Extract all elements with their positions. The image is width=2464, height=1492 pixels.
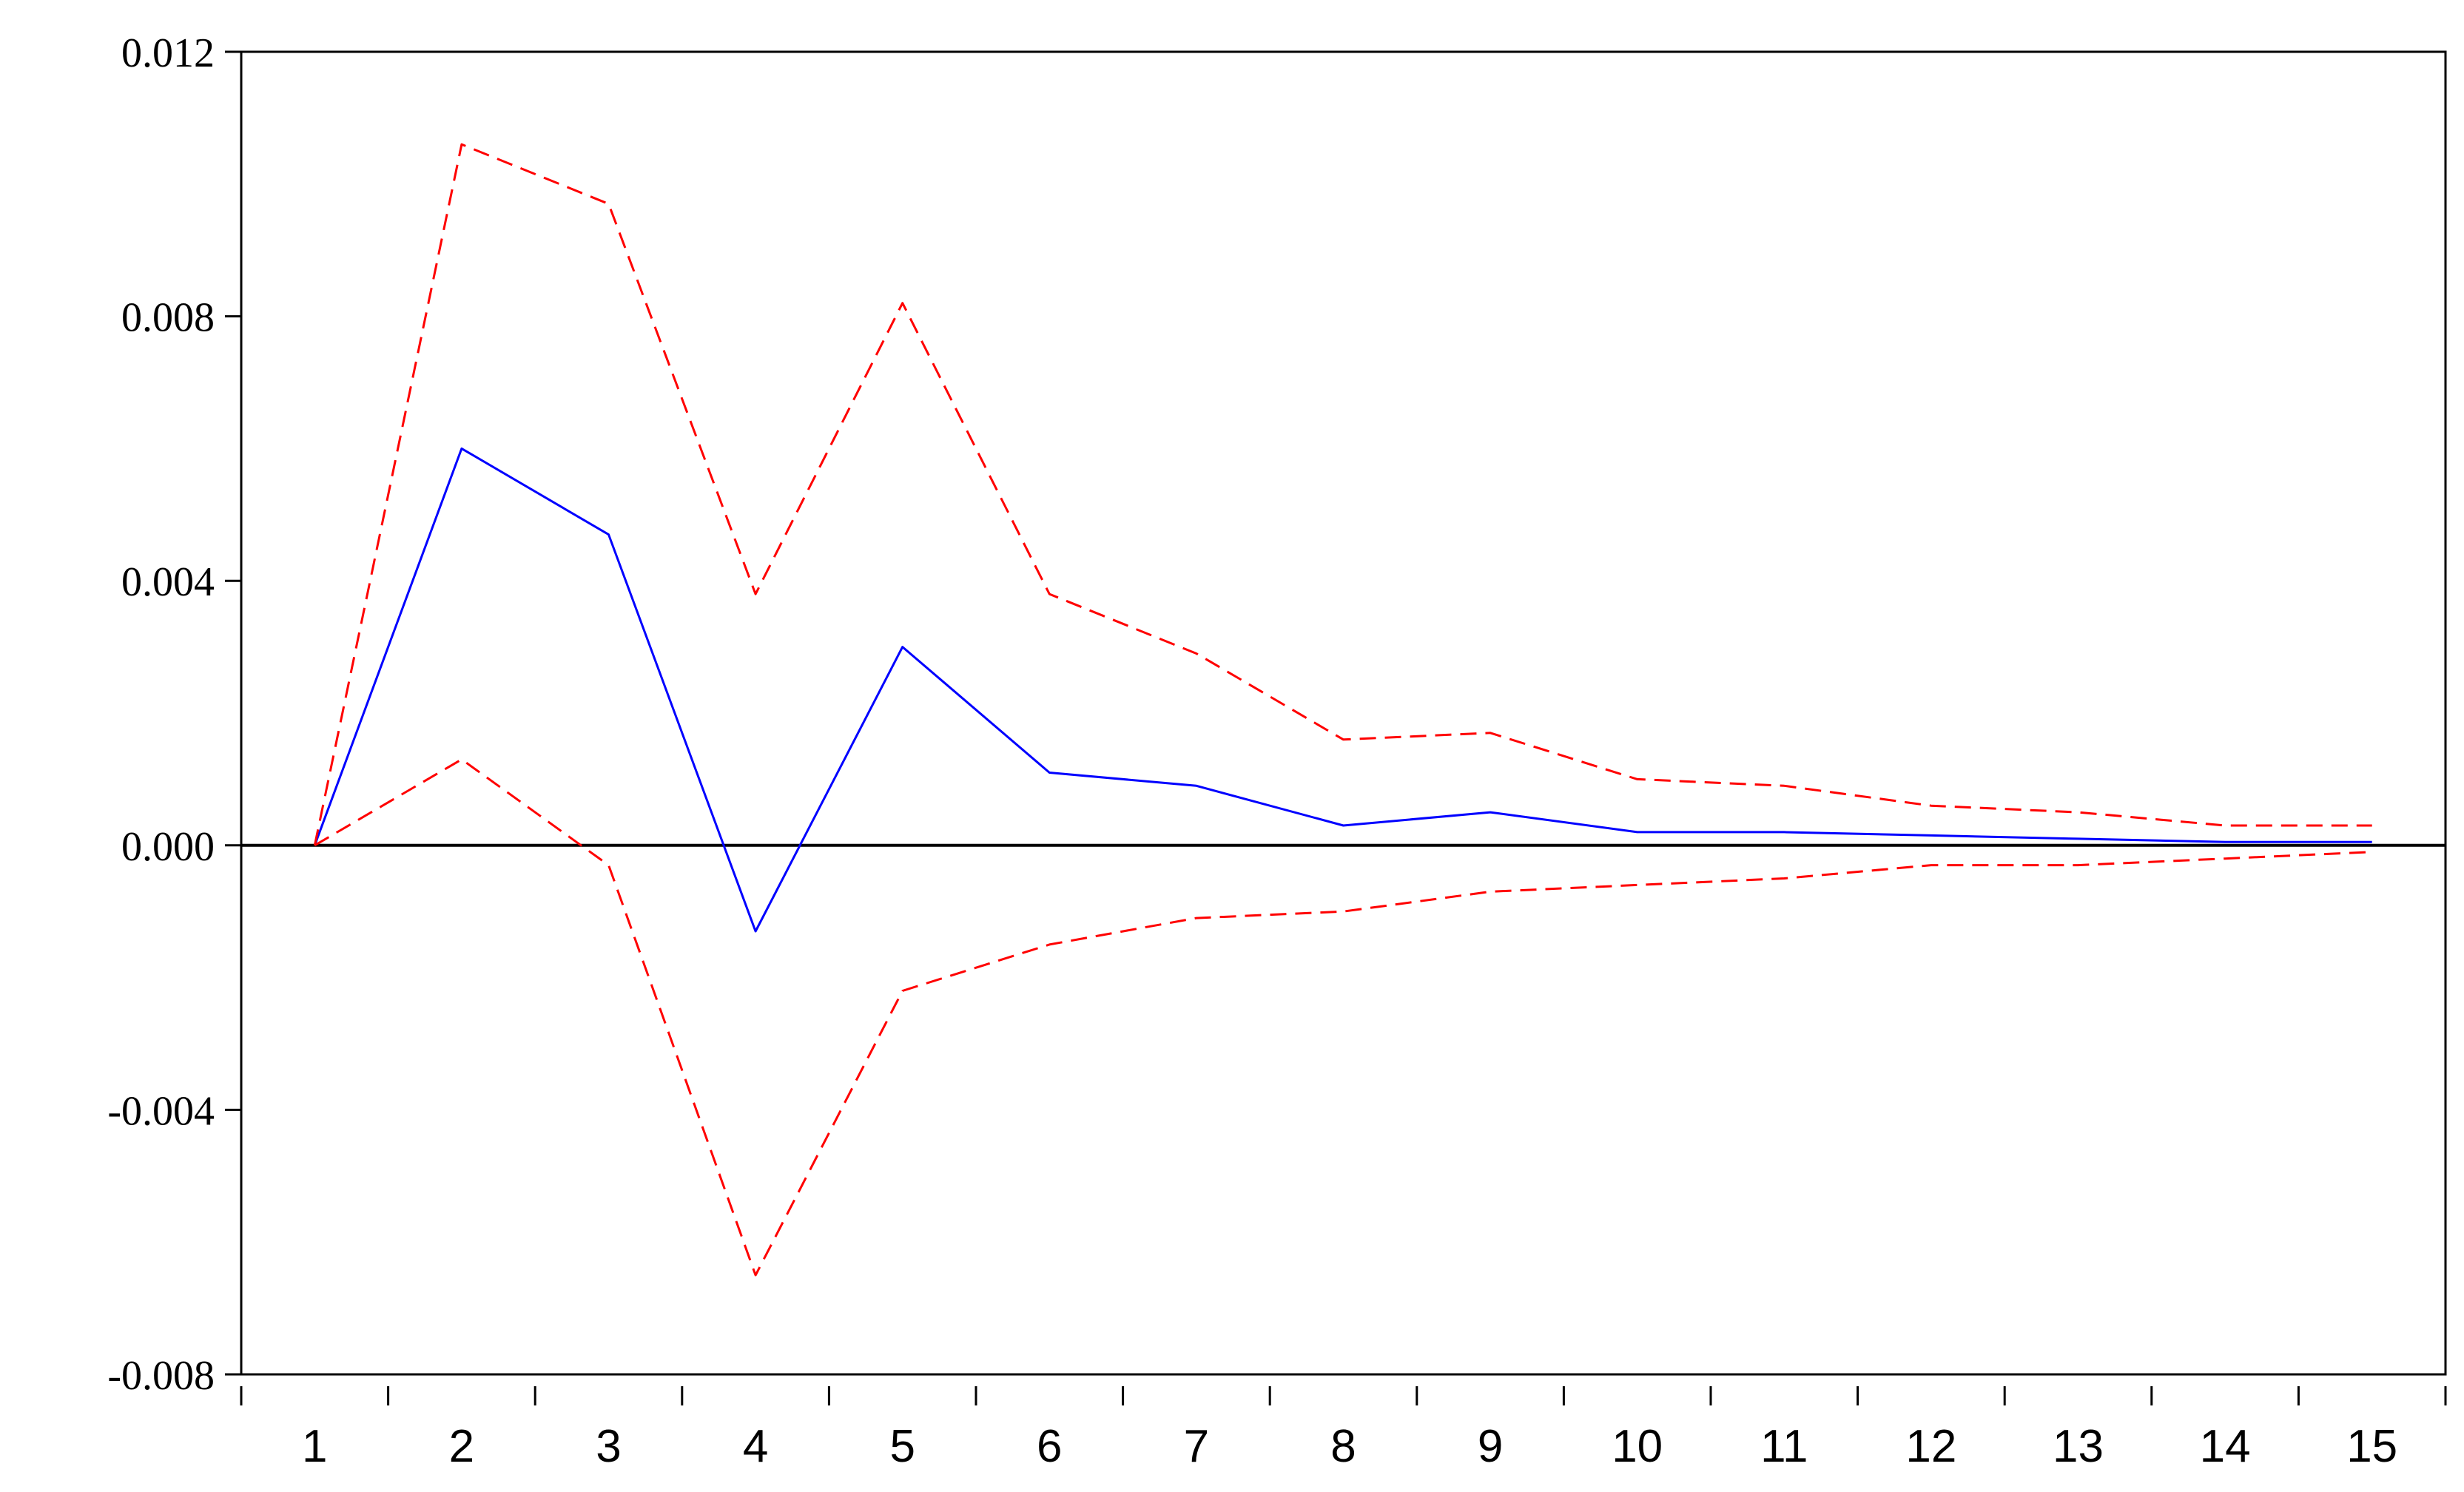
plot-frame-group [240,50,2447,1376]
series-line-response [313,447,2372,933]
series-upper-band [313,143,2372,846]
x-tick-label: 11 [1760,1421,1808,1472]
x-tick-label: 14 [2200,1421,2251,1472]
x-tick-label: 8 [1330,1421,1356,1472]
series-lower-band [314,758,2372,1277]
x-tick-label: 13 [2053,1421,2104,1472]
y-tick-label: 0.008 [121,295,215,341]
plot-frame [240,50,2447,1376]
x-tick-label: 9 [1478,1421,1503,1472]
x-tick-label: 12 [1905,1421,1956,1472]
y-tick-label: -0.004 [107,1088,215,1134]
x-tick-label: 2 [449,1421,474,1472]
x-tick-label: 6 [1037,1421,1062,1472]
x-tick-label: 4 [743,1421,768,1472]
x-axis: 1 2 3 4 5 6 7 8 9 10 11 12 13 14 15 [240,1386,2447,1472]
series-lines [313,143,2372,1277]
series-line-upper-band [313,143,2372,846]
series-line-lower-band [314,758,2372,1277]
x-tick-label: 3 [596,1421,621,1472]
y-tick-label: 0.004 [121,559,215,605]
y-tick-label: 0.000 [121,824,215,870]
x-tick-label: 15 [2346,1421,2397,1472]
x-tick-label: 7 [1184,1421,1209,1472]
y-tick-label: 0.012 [121,30,215,76]
x-tick-label: 10 [1612,1421,1663,1472]
x-tick-label: 5 [889,1421,915,1472]
x-tick-label: 1 [302,1421,327,1472]
y-axis: 0.012 0.008 0.004 0.000 -0.004 -0.008 [107,30,241,1399]
y-tick-label: -0.008 [107,1353,215,1399]
series-response [313,447,2372,933]
